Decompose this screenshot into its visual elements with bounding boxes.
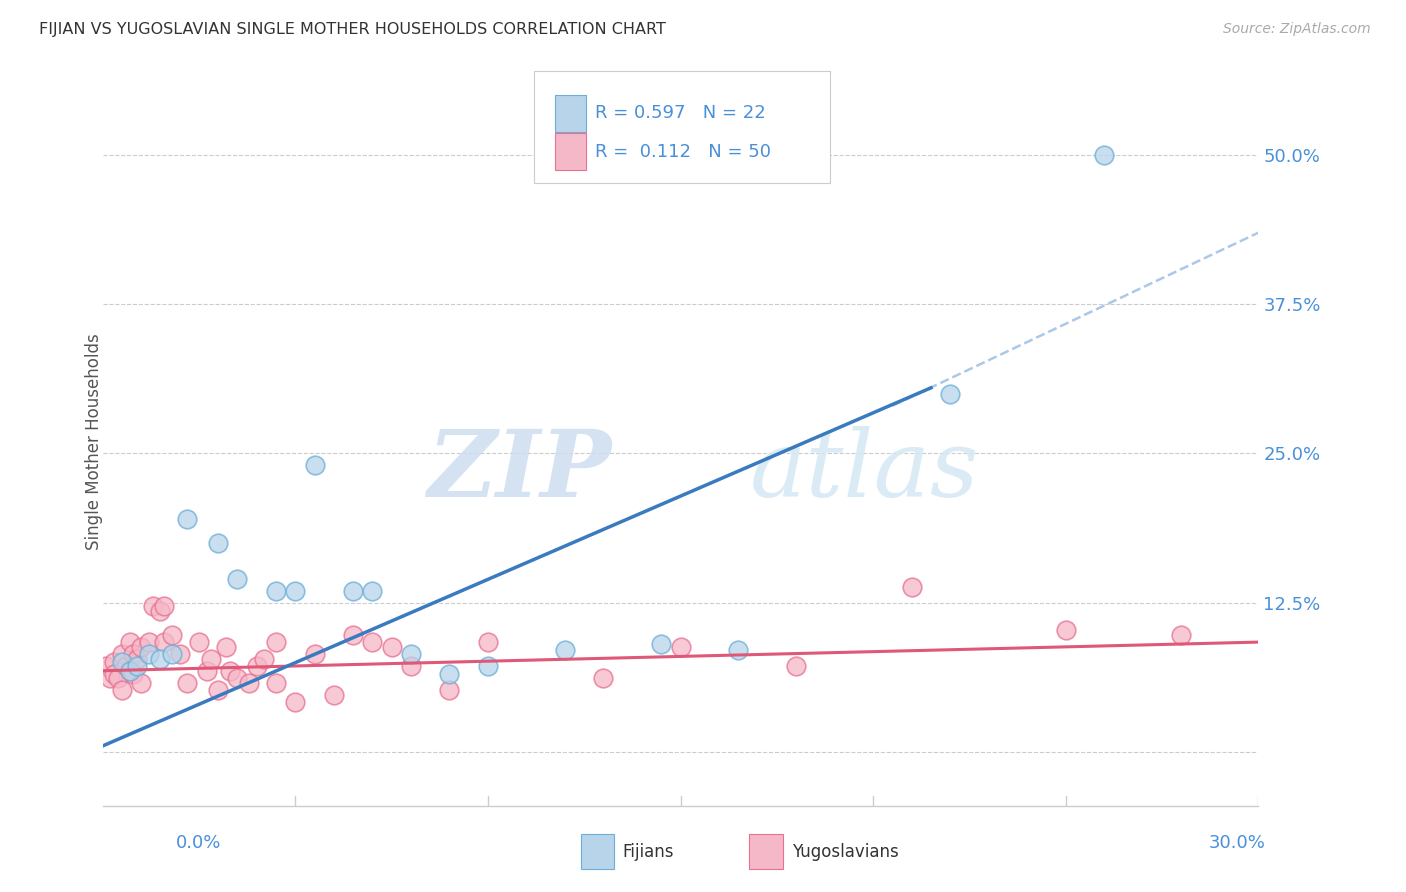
Point (226, 671, 249, 685)
Point (138, 647, 160, 661)
Point (114, 659, 136, 673)
Point (118, 664, 141, 678)
Text: Fijians: Fijians (623, 843, 675, 861)
Point (361, 635, 384, 649)
Point (207, 536, 229, 550)
Text: Source: ZipAtlas.com: Source: ZipAtlas.com (1223, 22, 1371, 37)
Text: R = 0.597   N = 22: R = 0.597 N = 22 (595, 104, 765, 122)
Point (284, 583, 307, 598)
Point (96, 659, 118, 673)
Point (785, 659, 807, 673)
Text: 30.0%: 30.0% (1209, 834, 1265, 852)
Point (103, 667, 125, 681)
Point (107, 671, 129, 685)
Point (399, 647, 422, 661)
Point (149, 604, 172, 618)
Point (218, 664, 240, 678)
Point (1054, 623, 1077, 637)
Text: atlas: atlas (749, 425, 980, 516)
Point (215, 640, 238, 654)
Point (477, 635, 499, 649)
Point (1092, 148, 1115, 162)
Point (129, 675, 152, 690)
Point (284, 695, 307, 709)
Y-axis label: Single Mother Households: Single Mother Households (86, 334, 103, 549)
Point (129, 640, 152, 654)
Point (160, 628, 183, 642)
Point (127, 659, 149, 673)
Point (264, 675, 287, 690)
Point (169, 647, 191, 661)
Point (304, 647, 326, 661)
Point (650, 638, 672, 652)
Point (304, 458, 326, 473)
Point (1170, 628, 1192, 642)
Point (153, 599, 176, 614)
Point (246, 659, 269, 673)
Point (176, 675, 198, 690)
Point (176, 512, 198, 526)
Point (264, 583, 287, 598)
Text: FIJIAN VS YUGOSLAVIAN SINGLE MOTHER HOUSEHOLDS CORRELATION CHART: FIJIAN VS YUGOSLAVIAN SINGLE MOTHER HOUS… (39, 22, 666, 37)
Point (188, 635, 211, 649)
Point (592, 671, 614, 685)
Point (439, 667, 461, 681)
Point (122, 667, 145, 681)
Point (153, 635, 176, 649)
Point (322, 688, 344, 702)
Text: ZIP: ZIP (427, 425, 612, 516)
Text: 0.0%: 0.0% (176, 834, 221, 852)
Text: R =  0.112   N = 50: R = 0.112 N = 50 (595, 143, 770, 161)
Point (669, 640, 692, 654)
Text: Yugoslavians: Yugoslavians (792, 843, 898, 861)
Point (399, 659, 422, 673)
Point (939, 386, 962, 401)
Point (727, 643, 749, 657)
Point (111, 656, 134, 670)
Point (342, 628, 364, 642)
Point (200, 652, 222, 666)
Point (342, 583, 364, 598)
Point (381, 640, 404, 654)
Point (149, 652, 172, 666)
Point (127, 652, 149, 666)
Point (264, 635, 287, 649)
Point (238, 675, 260, 690)
Point (226, 572, 249, 586)
Point (900, 580, 922, 594)
Point (122, 647, 145, 661)
Point (253, 652, 276, 666)
Point (118, 664, 141, 678)
Point (477, 659, 499, 673)
Point (103, 656, 125, 670)
Point (142, 599, 165, 614)
Point (195, 664, 218, 678)
Point (118, 635, 141, 649)
Point (111, 647, 134, 661)
Point (98, 671, 121, 685)
Point (361, 583, 384, 598)
Point (160, 647, 183, 661)
Point (439, 682, 461, 697)
Point (554, 643, 576, 657)
Point (111, 682, 134, 697)
Point (207, 682, 229, 697)
Point (138, 635, 160, 649)
